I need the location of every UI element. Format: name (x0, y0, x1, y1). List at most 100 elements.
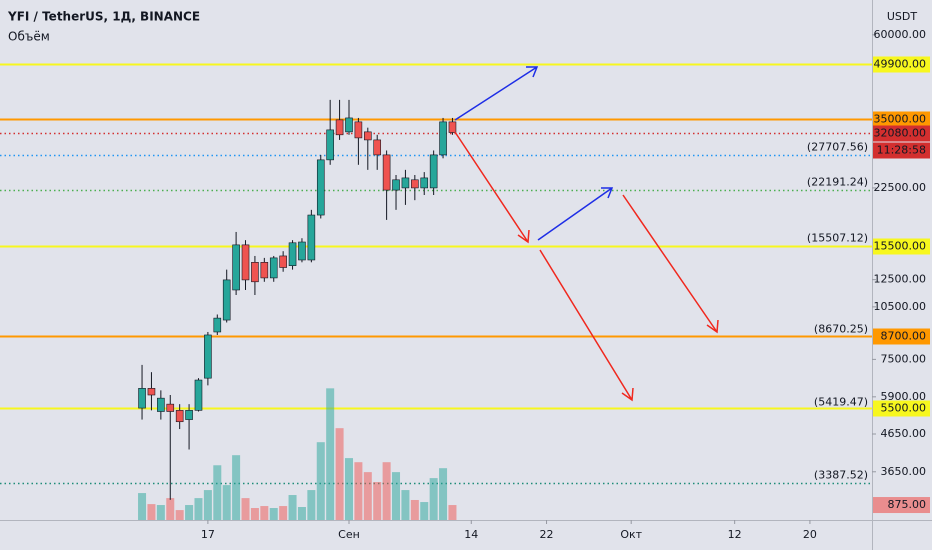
volume-bar (401, 490, 410, 520)
arrow (454, 66, 539, 121)
y-tick-label: 3650.00 (881, 465, 927, 478)
candle-body (307, 214, 316, 261)
price-label-box (873, 400, 930, 417)
price-label-box (873, 125, 930, 142)
price-label: 15500.00 (874, 240, 927, 253)
candle-body (326, 129, 334, 161)
volume-bar (156, 505, 165, 520)
volume-bar (147, 504, 156, 520)
forecast-arrows (454, 66, 719, 402)
candle-body (298, 241, 306, 261)
level-label: (22191.24) (807, 176, 868, 189)
x-tick-label: 22 (540, 528, 554, 541)
y-tick-label: 5900.00 (881, 390, 927, 403)
volume-bar (429, 478, 438, 520)
candle-body (373, 139, 382, 156)
candle-body (157, 397, 165, 412)
candle-body (420, 177, 429, 189)
candle-body (401, 177, 410, 189)
volume-bar (382, 462, 391, 520)
candle-body (269, 257, 278, 279)
volume-bar (297, 507, 306, 520)
volume-bar (232, 455, 241, 520)
volume-bar (373, 482, 382, 520)
volume-bar (175, 510, 184, 520)
candle-body (448, 121, 457, 133)
volume-bar (185, 505, 194, 520)
symbol-title: YFI / TetherUS, 1Д, BINANCE (7, 10, 200, 24)
candle-body (175, 410, 184, 423)
level-label: (15507.12) (807, 232, 868, 245)
arrow (537, 187, 614, 241)
x-tick-label: 20 (803, 528, 817, 541)
volume-bar (269, 508, 278, 520)
level-lines (0, 63, 872, 485)
candle-body (232, 244, 240, 291)
price-axis: 60000.00 22500.00 12500.00 10500.00 7500.00 5… (201, 28, 930, 541)
price-label: 8700.00 (881, 330, 927, 343)
y-tick-label: 10500.00 (874, 300, 927, 313)
volume-bar (448, 505, 457, 520)
price-label: 35000.00 (874, 113, 927, 126)
volume-bar (392, 472, 401, 520)
candles (138, 99, 457, 500)
currency-label: USDT (887, 10, 918, 23)
volume-bar (288, 495, 297, 520)
y-tick-label: 4650.00 (881, 427, 927, 440)
indicator-title: Объём (8, 30, 50, 44)
level-label: (3387.52) (814, 469, 868, 482)
volume-bar (344, 458, 353, 520)
volume-label-box (873, 497, 930, 514)
arrow (622, 194, 719, 334)
candle-body (138, 388, 146, 409)
candle-body (345, 117, 353, 133)
volume-bar (138, 493, 147, 520)
y-tick-label: 7500.00 (881, 352, 927, 365)
volume-bar (335, 428, 344, 520)
level-label: (27707.56) (807, 141, 868, 154)
volume-bar (194, 498, 203, 520)
volume-bar (354, 462, 363, 520)
volume-bar (420, 502, 429, 520)
candle-body (316, 159, 325, 216)
volume-bar (326, 388, 335, 520)
x-tick-label: 17 (201, 528, 215, 541)
candle-body (411, 179, 419, 189)
candle-body (251, 262, 259, 283)
candle-body (185, 410, 193, 420)
candle-body (194, 379, 203, 411)
volume-bar (166, 498, 175, 520)
candle-body (166, 403, 175, 412)
candle-body (147, 388, 156, 396)
volume-bar (222, 485, 231, 520)
price-label-box (873, 111, 930, 128)
candle-body (364, 131, 372, 141)
candle-body (288, 242, 297, 266)
level-label: (8670.25) (814, 323, 868, 336)
x-tick-label: Окт (620, 528, 642, 541)
candle-body (204, 334, 212, 379)
x-tick-label: 14 (464, 528, 478, 541)
candle-body (354, 121, 363, 139)
price-label: 5500.00 (881, 402, 927, 415)
candle-body (392, 179, 400, 191)
volume-bar (213, 465, 222, 520)
y-tick-label: 22500.00 (874, 181, 927, 194)
candle-body (439, 121, 447, 156)
volume-bar (307, 490, 316, 520)
countdown: 11:28:58 (877, 144, 926, 157)
candle-body (429, 154, 438, 189)
volume-bar (410, 499, 419, 520)
price-label: 49900.00 (874, 58, 927, 71)
volume-bar (363, 472, 372, 520)
x-tick-label: Сен (338, 528, 360, 541)
volume-bar (260, 506, 269, 520)
price-label: 32080.00 (874, 127, 927, 140)
candle-body (222, 279, 231, 321)
volume-bar (439, 468, 448, 520)
candle-body (279, 255, 287, 268)
price-label-box (873, 328, 930, 345)
volume-bars (138, 388, 457, 520)
